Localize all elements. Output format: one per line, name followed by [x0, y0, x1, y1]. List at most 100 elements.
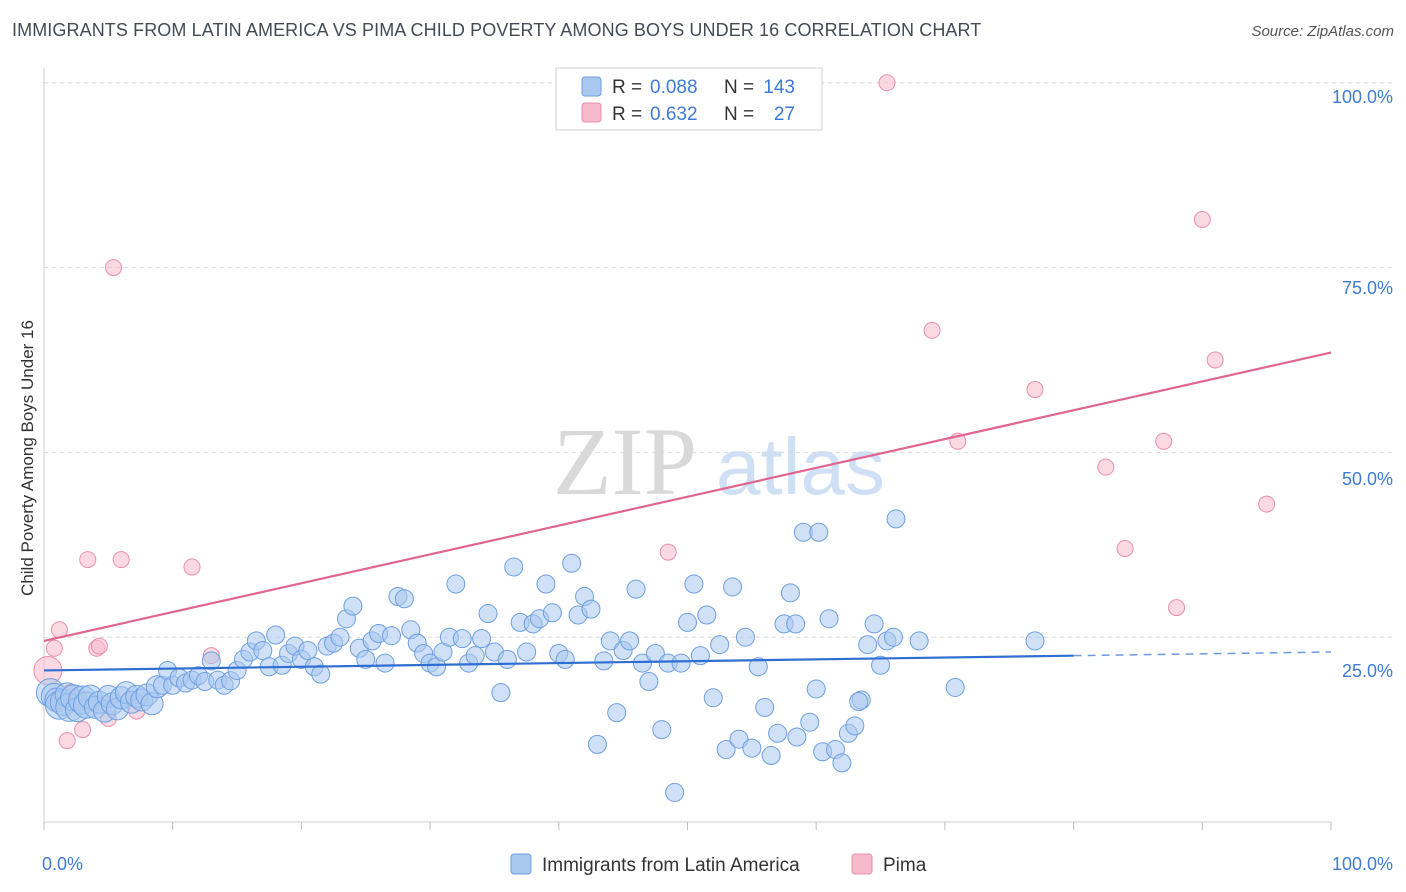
latin-america-point: [504, 557, 524, 577]
pima-point: [923, 321, 941, 339]
latin-america-point: [786, 614, 806, 634]
y-tick-label-75: 75.0%: [1342, 278, 1393, 298]
latin-america-point: [375, 653, 395, 673]
latin-america-point: [809, 522, 829, 542]
y-tick-label-25: 25.0%: [1342, 661, 1393, 681]
latin-america-point: [806, 679, 826, 699]
latin-america-point: [607, 703, 627, 723]
pima-point: [1168, 599, 1186, 617]
latin-america-point: [626, 579, 646, 599]
pima-point: [1097, 458, 1115, 476]
latin-america-point: [600, 631, 620, 651]
latin-america-point: [446, 574, 466, 594]
latin-america-point: [723, 577, 743, 597]
latin-america-point: [909, 631, 929, 651]
watermark-zip: ZIP: [553, 408, 697, 515]
latin-america-point: [201, 651, 221, 671]
pima-point: [659, 543, 677, 561]
grid: [44, 82, 1393, 638]
latin-america-point: [452, 629, 472, 649]
pima-point: [1116, 539, 1134, 557]
latin-america-point: [832, 753, 852, 773]
legend-n-value-pink: 27: [774, 104, 795, 125]
latin-america-point: [697, 605, 717, 625]
latin-america-point: [761, 745, 781, 765]
latin-america-point: [671, 653, 691, 673]
latin-america-point: [755, 697, 775, 717]
latin-america-point: [381, 626, 401, 646]
pima-point: [1258, 495, 1276, 513]
watermark-atlas: atlas: [716, 422, 885, 511]
legend-n-label-blue: N =: [724, 77, 754, 98]
latin-america-point: [311, 664, 331, 684]
legend-swatch-pink: [581, 102, 602, 123]
x-tick-label-max: 100.0%: [1332, 854, 1393, 874]
latin-america-point: [780, 583, 800, 603]
legend-r-value-blue: 0.088: [650, 77, 698, 98]
bottom-legend-swatch-pink: [851, 853, 873, 875]
latin-america-point: [497, 649, 517, 669]
latin-america-point: [639, 672, 659, 692]
latin-america-point: [253, 641, 273, 661]
latin-america-point: [472, 629, 492, 649]
latin-america-trend-line: [43, 654, 1074, 672]
latin-america-point: [517, 642, 537, 662]
latin-america-point: [343, 596, 363, 616]
latin-america-point: [555, 649, 575, 669]
latin-america-point: [678, 612, 697, 632]
latin-america-point: [871, 655, 891, 675]
latin-america-point: [858, 635, 878, 655]
latin-america-point: [394, 589, 414, 609]
correlation-legend: R = 0.088 N = 143 R = 0.632 N = 27: [555, 67, 823, 131]
latin-america-point: [465, 646, 485, 666]
pima-point: [1155, 432, 1173, 450]
chart-title: IMMIGRANTS FROM LATIN AMERICA VS PIMA CH…: [12, 20, 982, 40]
latin-america-point: [562, 553, 582, 573]
latin-america-point: [298, 641, 318, 661]
latin-america-point: [703, 688, 723, 708]
latin-america-point: [800, 712, 820, 732]
bottom-legend-swatch-blue: [510, 853, 532, 875]
pima-trend-line: [43, 351, 1332, 642]
pima-point: [74, 721, 92, 739]
pima-point: [90, 637, 108, 655]
trend-lines: [43, 351, 1332, 672]
latin-america-point: [945, 677, 965, 697]
legend-r-label-pink: R =: [612, 104, 642, 125]
latin-america-point: [581, 599, 601, 619]
latin-america-point: [652, 720, 672, 740]
legend-r-label-blue: R =: [612, 77, 642, 98]
y-tick-label-100: 100.0%: [1332, 87, 1393, 107]
latin-america-point: [330, 627, 350, 647]
bottom-legend-label-pink: Pima: [883, 855, 927, 876]
latin-america-point: [748, 657, 768, 677]
y-tick-label-50: 50.0%: [1342, 469, 1393, 489]
pima-point: [58, 732, 76, 750]
latin-america-point: [1025, 631, 1045, 651]
legend-n-value-blue: 143: [763, 77, 795, 98]
latin-america-point: [716, 740, 736, 760]
pima-point: [45, 639, 63, 657]
latin-america-point: [665, 782, 685, 802]
latin-america-point: [864, 614, 884, 634]
pima-point: [1206, 351, 1224, 369]
latin-america-point: [266, 625, 286, 645]
pima-point: [1026, 381, 1044, 399]
legend-n-label-pink: N =: [724, 104, 754, 125]
pima-point: [878, 74, 896, 92]
x-tick-label-min: 0.0%: [42, 854, 83, 874]
bottom-legend-label-blue: Immigrants from Latin America: [542, 855, 800, 876]
latin-america-trend-extension: [1073, 651, 1332, 657]
latin-america-point: [886, 509, 906, 529]
latin-america-point: [594, 651, 614, 671]
latin-america-point: [478, 604, 498, 624]
series-legend: Immigrants from Latin America Pima: [510, 853, 927, 876]
latin-america-point: [787, 727, 807, 747]
latin-america-point: [684, 574, 704, 594]
latin-america-point: [356, 649, 376, 669]
latin-america-points: [35, 509, 1045, 802]
pima-point: [104, 259, 122, 277]
latin-america-point: [819, 609, 839, 629]
latin-america-point: [542, 603, 562, 623]
